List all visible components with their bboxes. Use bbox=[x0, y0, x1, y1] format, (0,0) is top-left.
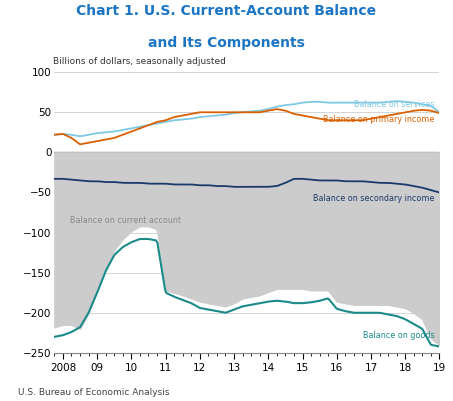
Text: U.S. Bureau of Economic Analysis: U.S. Bureau of Economic Analysis bbox=[18, 388, 169, 397]
Text: Balance on primary income: Balance on primary income bbox=[323, 115, 434, 124]
Text: Balance on secondary income: Balance on secondary income bbox=[313, 194, 434, 203]
Text: Balance on services: Balance on services bbox=[354, 100, 434, 109]
Text: Balance on current account: Balance on current account bbox=[70, 216, 181, 225]
Text: and Its Components: and Its Components bbox=[148, 36, 305, 50]
Text: Billions of dollars, seasonally adjusted: Billions of dollars, seasonally adjusted bbox=[53, 57, 226, 66]
Text: Balance on goods: Balance on goods bbox=[363, 331, 434, 340]
Text: Chart 1. U.S. Current-Account Balance: Chart 1. U.S. Current-Account Balance bbox=[77, 4, 376, 18]
